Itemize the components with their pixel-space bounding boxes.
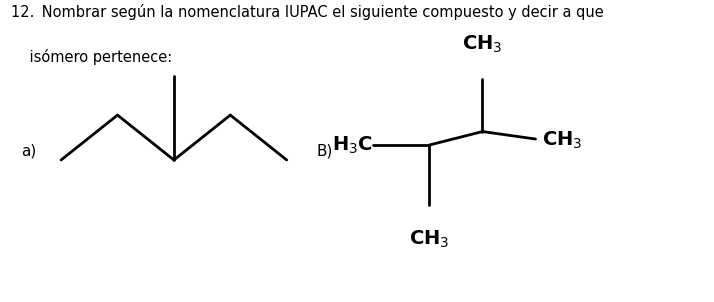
Text: isómero pertenece:: isómero pertenece: xyxy=(11,49,173,65)
Text: B): B) xyxy=(316,143,333,159)
Text: a): a) xyxy=(21,143,36,159)
Text: CH$_3$: CH$_3$ xyxy=(542,130,583,151)
Text: CH$_3$: CH$_3$ xyxy=(409,229,450,250)
Text: 12. Nombrar según la nomenclatura IUPAC el siguiente compuesto y decir a que: 12. Nombrar según la nomenclatura IUPAC … xyxy=(11,5,604,20)
Text: H$_3$C: H$_3$C xyxy=(332,134,373,156)
Text: CH$_3$: CH$_3$ xyxy=(462,34,503,55)
